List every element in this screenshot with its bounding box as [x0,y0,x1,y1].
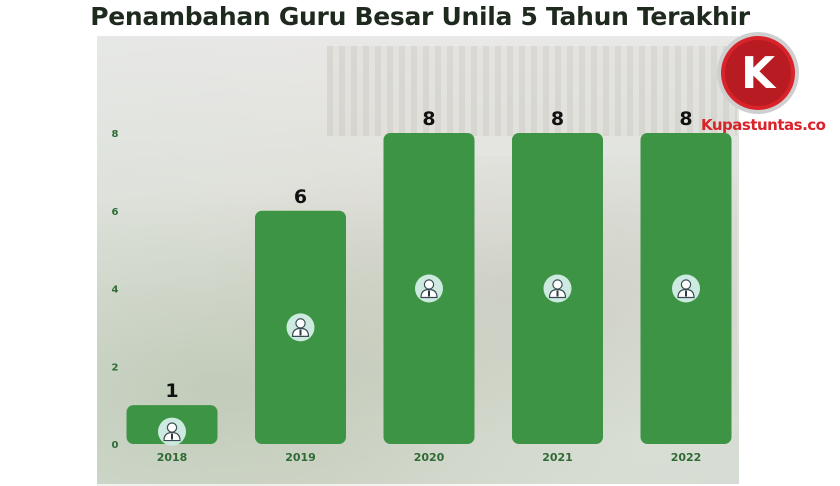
background-roof [327,46,737,136]
y-tick-label: 6 [112,207,119,218]
person-icon-tie [171,433,173,440]
bar-value-label: 1 [165,380,178,402]
bar-value-label: 8 [551,108,564,130]
person-icon-head [680,279,692,290]
bar-value-label: 6 [294,186,307,208]
person-icon [415,274,443,303]
bar-value-label: 8 [679,108,692,130]
y-tick-label: 2 [112,362,119,373]
person-icon-head [166,422,178,433]
y-tick-label: 8 [112,129,119,140]
person-icon-head [295,318,306,329]
x-tick-label: 2019 [285,451,316,464]
person-icon-tie [556,290,559,297]
y-tick-label: 0 [112,440,119,451]
person-icon-tie [299,329,302,336]
person-icon [543,274,572,303]
x-tick-label: 2022 [671,451,702,464]
brand-name: Kupastuntas.co [701,116,826,134]
person-icon-head [552,279,563,290]
person-icon [672,274,700,303]
y-tick-label: 4 [112,285,119,296]
person-icon-tie [685,290,687,297]
bar-value-label: 8 [422,108,435,130]
person-icon-head [423,279,435,290]
person-icon [286,313,315,342]
kupastuntas-logo-icon: K [717,32,799,114]
person-icon [158,417,186,446]
x-tick-label: 2020 [414,451,445,464]
chart-title: Penambahan Guru Besar Unila 5 Tahun Tera… [90,2,750,31]
x-tick-label: 2021 [542,451,573,464]
logo-letter: K [741,48,777,99]
person-icon-tie [428,290,430,297]
x-tick-label: 2018 [157,451,188,464]
